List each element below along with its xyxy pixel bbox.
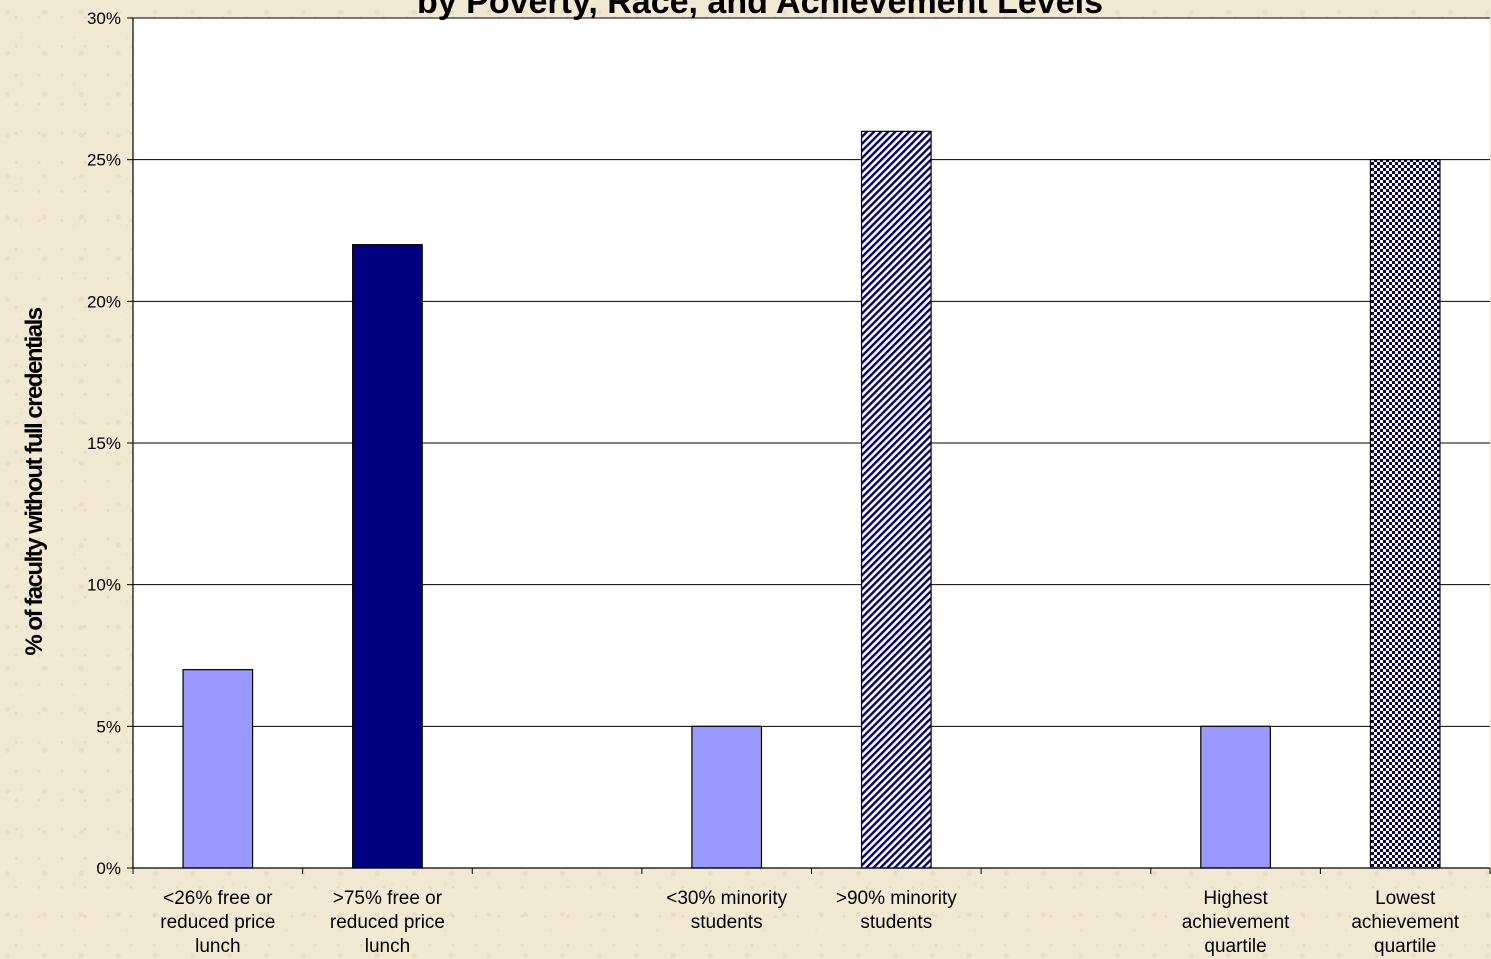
y-tick-label: 10%	[87, 576, 121, 595]
y-tick-label: 0%	[96, 859, 121, 878]
bar-4	[1200, 725, 1271, 869]
category-label: reduced price	[160, 912, 275, 933]
category-label: <30% minority	[666, 888, 787, 909]
category-label: Highest	[1203, 888, 1268, 909]
category-label: <26% free or	[163, 888, 273, 909]
chart-title: by Poverty, Race, and Achievement Levels	[417, 0, 1103, 21]
bar-1	[352, 244, 423, 869]
category-label: achievement	[1182, 912, 1290, 933]
y-tick-label: 25%	[87, 151, 121, 170]
y-tick-label: 30%	[87, 9, 121, 28]
bar-2	[691, 725, 763, 869]
bar-0	[182, 669, 254, 869]
y-tick-label: 20%	[87, 292, 121, 311]
y-tick-label: 5%	[96, 717, 121, 736]
category-label: students	[860, 912, 932, 933]
category-label: quartile	[1204, 936, 1266, 957]
y-tick-labels: 0% 5% 10% 15% 20% 25% 30%	[87, 9, 133, 878]
category-label: reduced price	[330, 912, 445, 933]
category-label: achievement	[1351, 912, 1459, 933]
category-label: >90% minority	[836, 888, 957, 909]
y-axis-label: % of faculty without full credentials	[21, 307, 48, 655]
category-label: >75% free or	[333, 888, 443, 909]
category-label: lunch	[365, 936, 410, 957]
category-labels: <26% free or reduced price lunch >75% free …	[160, 888, 1460, 957]
bar-3	[860, 130, 932, 869]
category-label: lunch	[195, 936, 240, 957]
category-label: students	[691, 912, 763, 933]
y-tick-label: 15%	[87, 434, 121, 453]
category-label: quartile	[1374, 936, 1436, 957]
category-label: Lowest	[1375, 888, 1436, 909]
bars	[182, 130, 1441, 869]
bar-5	[1369, 159, 1441, 869]
